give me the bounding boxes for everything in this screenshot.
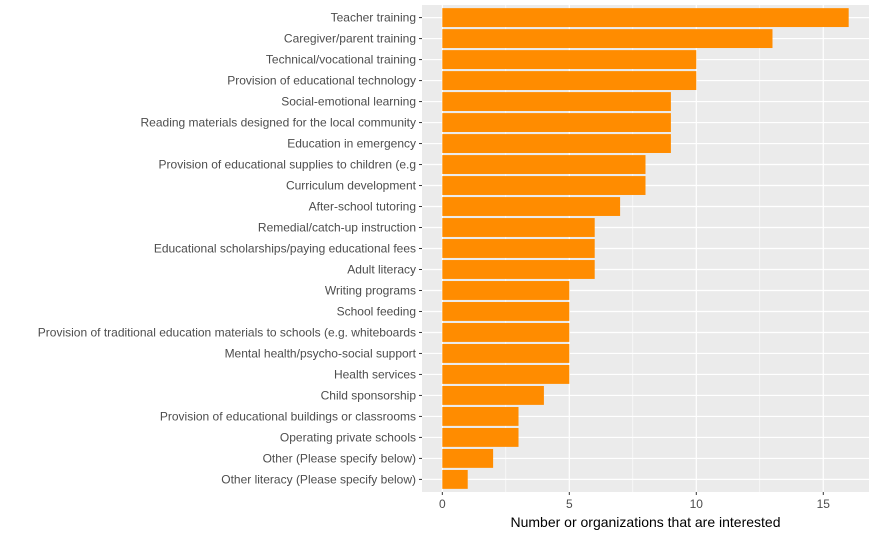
bar	[442, 197, 621, 216]
y-tick-label: Provision of educational supplies to chi…	[159, 158, 416, 172]
bar	[442, 406, 519, 426]
bar	[442, 323, 570, 342]
y-tick-label: Adult literacy	[347, 262, 416, 276]
y-tick-label: Educational scholarships/paying educatio…	[154, 242, 416, 256]
y-tick-label: Caregiver/parent training	[284, 32, 416, 46]
y-tick-label: After-school tutoring	[309, 200, 416, 214]
y-tick-label: Writing programs	[325, 283, 416, 297]
y-tick-label: Reading materials designed for the local…	[141, 116, 416, 130]
bar	[442, 281, 570, 300]
x-tick-label: 10	[690, 497, 704, 511]
bar	[442, 344, 570, 363]
bar	[442, 385, 544, 405]
x-axis: 0 5 10 15	[439, 492, 830, 511]
y-tick-label: School feeding	[337, 304, 416, 318]
x-axis-title: Number or organizations that are interes…	[510, 514, 780, 530]
y-tick-label: Technical/vocational training	[266, 53, 416, 67]
y-tick-label: Operating private schools	[280, 430, 416, 444]
bar	[442, 218, 595, 237]
y-tick-label: Education in emergency	[287, 137, 416, 151]
bar	[442, 176, 646, 195]
bar	[442, 427, 519, 447]
bar	[442, 239, 595, 258]
y-axis: Teacher training Caregiver/parent trainin…	[38, 11, 422, 486]
bar	[442, 365, 570, 384]
bars	[442, 8, 849, 489]
bar	[442, 92, 671, 112]
y-tick-label: Teacher training	[331, 11, 416, 25]
y-tick-label: Child sponsorship	[321, 388, 417, 402]
bar	[442, 469, 468, 489]
x-tick-label: 0	[439, 497, 446, 511]
y-tick-label: Curriculum development	[286, 179, 417, 193]
bar	[442, 448, 494, 468]
y-tick-label: Provision of traditional education mater…	[38, 325, 416, 339]
bar	[442, 71, 697, 91]
x-tick-label: 15	[817, 497, 831, 511]
bar	[442, 8, 849, 28]
bar	[442, 134, 671, 153]
y-tick-label: Provision of educational technology	[227, 74, 416, 88]
bar	[442, 50, 697, 70]
y-tick-label: Provision of educational buildings or cl…	[160, 409, 416, 423]
y-tick-label: Remedial/catch-up instruction	[258, 221, 416, 235]
bar	[442, 260, 595, 279]
bar	[442, 113, 671, 132]
bar	[442, 29, 773, 49]
y-tick-label: Other (Please specify below)	[263, 451, 416, 465]
y-tick-label: Health services	[334, 367, 416, 381]
x-tick-label: 5	[566, 497, 573, 511]
bar	[442, 155, 646, 174]
bar	[442, 302, 570, 321]
y-tick-label: Other literacy (Please specify below)	[221, 472, 416, 486]
y-tick-label: Mental health/psycho-social support	[225, 346, 417, 360]
y-tick-label: Social-emotional learning	[281, 95, 416, 109]
